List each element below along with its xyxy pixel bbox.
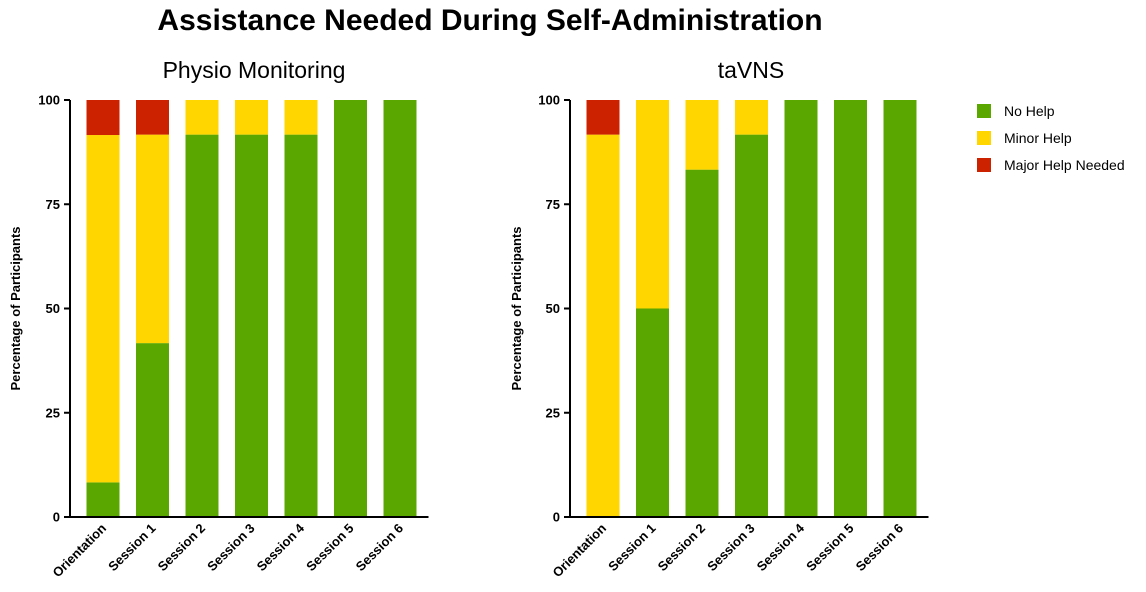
legend-label: No Help bbox=[1004, 103, 1055, 119]
legend-swatch bbox=[977, 104, 991, 118]
bar-segment bbox=[284, 100, 318, 135]
y-axis-title: Percentage of Participants bbox=[8, 227, 23, 391]
x-tick-label: Session 2 bbox=[655, 521, 709, 575]
x-tick-label: Session 1 bbox=[605, 521, 659, 575]
y-tick-label: 100 bbox=[538, 93, 560, 108]
bar-segment bbox=[284, 134, 318, 517]
bar-segment bbox=[636, 100, 669, 309]
x-tick-label: Session 3 bbox=[204, 521, 258, 575]
bar-segment bbox=[383, 100, 417, 517]
bar-segment bbox=[185, 100, 219, 135]
figure-title: Assistance Needed During Self-Administra… bbox=[157, 4, 823, 37]
bar-segment bbox=[883, 100, 917, 517]
bar-segment bbox=[636, 308, 669, 517]
y-tick-label: 100 bbox=[38, 93, 60, 108]
legend-swatch bbox=[977, 131, 991, 145]
y-axis-title: Percentage of Participants bbox=[509, 227, 524, 391]
bar-segment bbox=[136, 100, 169, 135]
bar-segment bbox=[235, 134, 268, 517]
y-tick-label: 75 bbox=[46, 197, 60, 212]
panel-title: Physio Monitoring bbox=[163, 57, 346, 83]
bar-segment bbox=[735, 134, 768, 517]
bar-segment bbox=[86, 100, 120, 136]
bar-segment bbox=[136, 134, 169, 344]
x-tick-label: Session 6 bbox=[353, 521, 407, 575]
y-tick-label: 0 bbox=[53, 510, 60, 525]
bar-segment bbox=[834, 100, 867, 517]
bar-segment bbox=[86, 135, 120, 483]
y-tick-label: 25 bbox=[546, 405, 560, 420]
x-tick-label: Orientation bbox=[49, 520, 109, 580]
y-tick-label: 25 bbox=[46, 405, 60, 420]
y-tick-label: 50 bbox=[546, 301, 560, 316]
x-tick-label: Session 5 bbox=[803, 521, 857, 575]
y-tick-label: 0 bbox=[553, 510, 560, 525]
x-tick-label: Orientation bbox=[549, 520, 609, 580]
x-tick-label: Session 3 bbox=[704, 521, 758, 575]
legend-label: Minor Help bbox=[1004, 130, 1072, 146]
bar-segment bbox=[586, 100, 620, 135]
bar-segment bbox=[235, 100, 268, 135]
x-tick-label: Session 2 bbox=[155, 521, 209, 575]
x-tick-label: Session 1 bbox=[105, 521, 159, 575]
bar-segment bbox=[86, 482, 120, 517]
y-tick-label: 75 bbox=[546, 197, 560, 212]
bar-segment bbox=[685, 169, 719, 517]
x-tick-label: Session 4 bbox=[254, 520, 308, 574]
x-tick-label: Session 5 bbox=[303, 521, 357, 575]
bar-segment bbox=[586, 134, 620, 517]
y-tick-label: 50 bbox=[46, 301, 60, 316]
bar-segment bbox=[185, 134, 219, 517]
legend-label: Major Help Needed bbox=[1004, 157, 1125, 173]
bar-segment bbox=[334, 100, 367, 517]
panel-title: taVNS bbox=[718, 57, 784, 83]
legend-swatch bbox=[977, 158, 991, 172]
bar-segment bbox=[136, 343, 169, 517]
x-tick-label: Session 4 bbox=[754, 520, 808, 574]
bar-segment bbox=[685, 100, 719, 170]
x-tick-label: Session 6 bbox=[853, 521, 907, 575]
bar-segment bbox=[735, 100, 768, 135]
bar-segment bbox=[784, 100, 818, 517]
